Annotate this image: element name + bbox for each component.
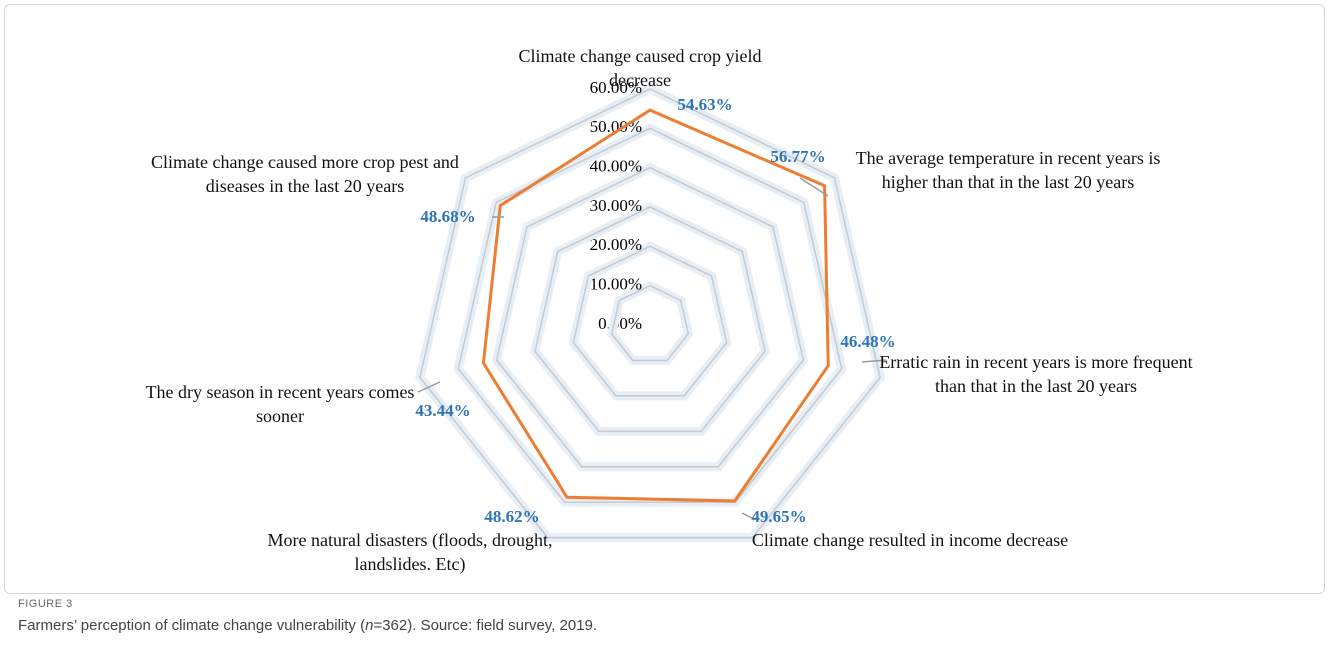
category-label: The average temperature in recent years …	[855, 148, 1161, 192]
y-tick-label: 10.00%	[590, 275, 642, 294]
value-label: 54.63%	[677, 95, 732, 114]
chart: 0.00%10.00%20.00%30.00%40.00%50.00%60.00…	[415, 78, 896, 543]
data-line	[481, 108, 830, 503]
leader-line	[861, 359, 887, 363]
value-label: 56.77%	[770, 147, 825, 166]
y-tick-label: 30.00%	[590, 196, 642, 215]
leader-line	[799, 177, 829, 197]
figure-caption: Farmers’ perception of climate change vu…	[18, 617, 597, 634]
grid-ring	[495, 166, 805, 468]
y-tick-label: 60.00%	[590, 78, 642, 97]
category-label: Climate change caused more crop pest and…	[151, 152, 459, 196]
grid-ring	[457, 127, 843, 503]
value-label: 46.48%	[840, 332, 895, 351]
y-tick-label: 20.00%	[590, 235, 642, 254]
category-label: More natural disasters (floods, drought,…	[267, 530, 553, 574]
figure-label: FIGURE 3	[18, 598, 73, 610]
caption-text: =362). Source: field survey, 2019.	[373, 617, 598, 634]
figure-frame	[4, 4, 1325, 594]
value-label: 48.62%	[484, 507, 539, 526]
grid-ring	[572, 245, 728, 397]
grid-ring	[534, 206, 766, 433]
value-label: 43.44%	[415, 401, 470, 420]
y-tick-label: 40.00%	[590, 157, 642, 176]
category-label: Erratic rain in recent years is more fre…	[879, 352, 1193, 396]
category-label: The dry season in recent years comes soo…	[145, 382, 415, 426]
leader-line	[417, 381, 441, 393]
leader-line	[741, 512, 753, 519]
grid-ring	[610, 284, 690, 362]
caption-text: Farmers’ perception of climate change vu…	[18, 617, 366, 634]
caption-text: n	[365, 617, 374, 634]
grid-ring-glow	[568, 241, 732, 401]
grid-ring	[419, 88, 881, 539]
grid-ring-glow	[453, 123, 847, 507]
category-label: Climate change resulted in income decrea…	[751, 530, 1069, 550]
value-label: 48.68%	[420, 207, 475, 226]
category-label: Climate change caused crop yield decreas…	[518, 46, 762, 90]
value-label: 49.65%	[751, 507, 806, 526]
